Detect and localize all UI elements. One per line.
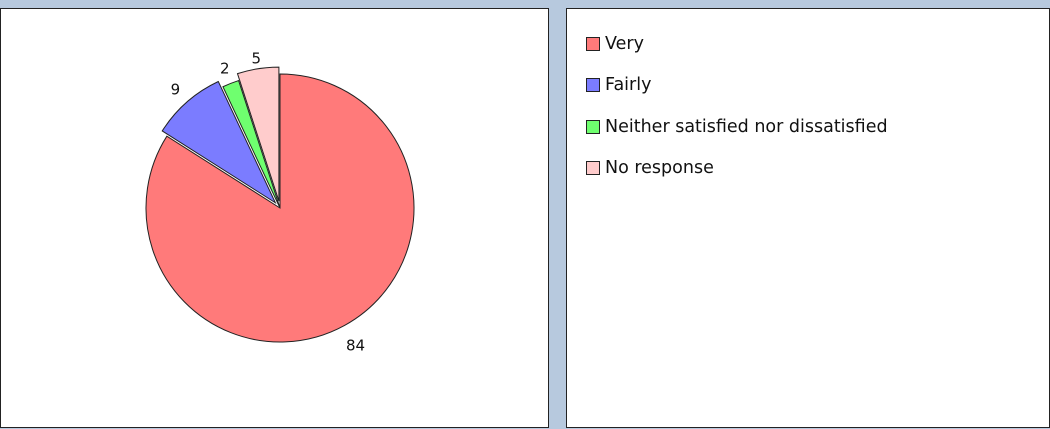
legend-label-fairly: Fairly (605, 75, 652, 95)
legend-swatch-neither (586, 119, 600, 134)
slice-label-neither: 2 (220, 59, 230, 77)
legend-item-very: Very (586, 33, 888, 54)
legend-swatch-no-response (586, 161, 600, 175)
legend: Very Fairly Neither satisfied nor dissat… (586, 33, 888, 199)
legend-label-no-response: No response (605, 158, 714, 178)
legend-label-very: Very (605, 33, 644, 54)
legend-swatch-very (586, 36, 600, 51)
legend-item-neither: Neither satisfied nor dissatisfied (586, 116, 888, 137)
slice-label-no-response: 5 (252, 49, 262, 67)
pie-slice-fairly (161, 80, 277, 205)
pie-chart: 84 9 2 5 (145, 49, 415, 354)
legend-item-fairly: Fairly (586, 75, 888, 96)
pie-slice-no-response (236, 66, 280, 202)
slice-label-fairly: 9 (171, 80, 181, 98)
legend-label-neither: Neither satisfied nor dissatisfied (605, 116, 888, 137)
legend-swatch-fairly (586, 78, 600, 92)
legend-item-no-response: No response (586, 158, 888, 179)
slice-label-very: 84 (346, 336, 365, 354)
chart-panel: 84 9 2 5 (0, 8, 549, 428)
pie-slice-neither (222, 79, 281, 209)
legend-panel: Very Fairly Neither satisfied nor dissat… (566, 8, 1050, 428)
